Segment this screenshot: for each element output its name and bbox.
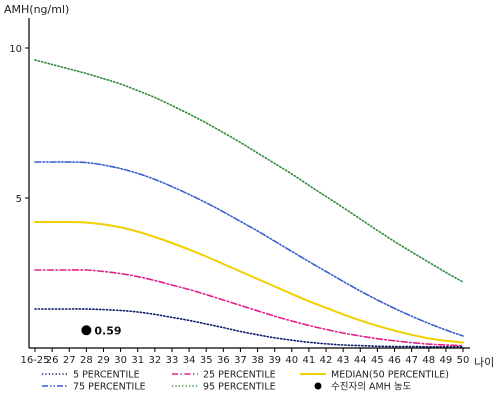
- series-line-75-percentile: [34, 161, 464, 337]
- x-tick-label: 28: [80, 355, 93, 366]
- legend-label: 25 PERCENTILE: [203, 370, 276, 381]
- x-tick-label: 50: [457, 355, 470, 366]
- x-tick-label: 48: [422, 355, 435, 366]
- series-line-25-percentile: [34, 269, 464, 347]
- x-tick-label: 32: [148, 355, 161, 366]
- y-tick-label: 5: [16, 194, 22, 205]
- patient-amh-point: [81, 325, 92, 336]
- x-tick-label: 40: [285, 355, 298, 366]
- series-line-5-percentile: [34, 308, 464, 348]
- x-tick-label: 45: [371, 355, 384, 366]
- x-tick-label: 30: [114, 355, 127, 366]
- legend-label: 수진자의 AMH 농도: [331, 382, 412, 393]
- x-tick-label: 35: [200, 355, 213, 366]
- x-tick-label: 46: [388, 355, 401, 366]
- x-tick-label: 33: [166, 355, 179, 366]
- x-tick-label: 42: [320, 355, 333, 366]
- x-tick-label: 36: [217, 355, 230, 366]
- x-axis-title: 나이: [474, 356, 494, 369]
- legend-label: MEDIAN(50 PERCENTILE): [331, 370, 449, 381]
- x-tick-label: 41: [303, 355, 316, 366]
- x-tick-label: 39: [268, 355, 281, 366]
- x-tick-label: 16-25: [20, 355, 49, 366]
- x-tick-label: 31: [131, 355, 144, 366]
- x-tick-label: 26: [46, 355, 59, 366]
- legend-label: 5 PERCENTILE: [73, 370, 140, 381]
- legend-label: 95 PERCENTILE: [203, 382, 276, 393]
- series-line-95-percentile: [34, 59, 464, 283]
- legend-label: 75 PERCENTILE: [73, 382, 146, 393]
- patient-amh-value-label: 0.59: [94, 324, 121, 337]
- x-tick-label: 29: [97, 355, 110, 366]
- legend: 5 PERCENTILE 25 PERCENTILE MEDIAN(50 PERCE…: [42, 370, 449, 393]
- series-line-median-50-percentile: [34, 220, 464, 344]
- y-tick-label: 10: [9, 44, 22, 55]
- x-tick-label: 27: [63, 355, 76, 366]
- x-tick-label: 49: [440, 355, 453, 366]
- legend-swatch-patient: [314, 382, 322, 390]
- x-tick-label: 44: [354, 355, 367, 366]
- x-tick-label: 43: [337, 355, 350, 366]
- plot-area: 0.59: [34, 59, 464, 348]
- y-axis-title: AMH(ng/ml): [4, 3, 69, 16]
- x-tick-label: 47: [405, 355, 418, 366]
- x-tick-label: 38: [251, 355, 264, 366]
- x-tick-label: 34: [183, 355, 196, 366]
- x-tick-label: 37: [234, 355, 247, 366]
